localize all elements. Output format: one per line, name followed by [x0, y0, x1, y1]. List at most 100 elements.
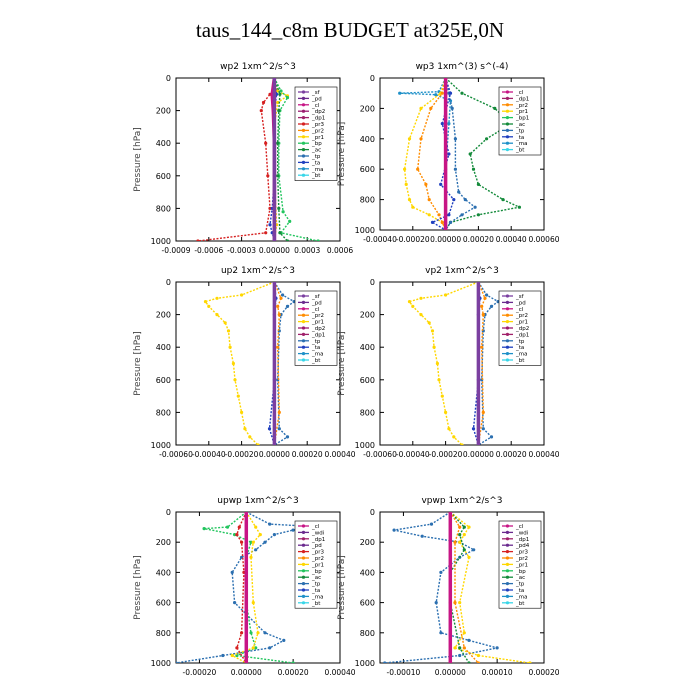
legend-label-ta: _ta — [515, 135, 524, 141]
legend-marker-ac — [505, 122, 510, 126]
series-point-pr1 — [240, 410, 244, 414]
series-point-sf — [476, 282, 480, 284]
series-point-pr1 — [444, 410, 448, 414]
series-point-pr1 — [254, 525, 258, 529]
y-tick-label: 600 — [156, 172, 171, 181]
y-tick-label: 200 — [156, 538, 171, 547]
legend-label-tp: _tp — [311, 339, 321, 345]
series-point-pr1 — [419, 313, 423, 317]
series-group — [407, 282, 500, 445]
series-point-ta — [447, 152, 451, 156]
legend-label-ac: _ac — [515, 575, 525, 581]
legend-box — [294, 86, 338, 181]
series-line-pr1 — [449, 512, 531, 663]
series-point-ac — [493, 106, 497, 110]
x-tick-label: 0.00020 — [496, 450, 527, 459]
series-point-ta — [447, 213, 451, 217]
series-point-pr2 — [427, 198, 431, 202]
legend-label-pr3: _pr3 — [311, 122, 325, 128]
series-point-pr1 — [231, 361, 235, 366]
legend-marker-pr2 — [505, 103, 510, 107]
y-tick-label: 0 — [370, 278, 375, 287]
legend-marker-tp — [301, 339, 306, 343]
legend-label-pr1: _pr1 — [311, 135, 324, 141]
x-tick-label: -0.0009 — [162, 246, 191, 255]
series-point-cl — [448, 661, 452, 663]
legend-marker-cl — [505, 90, 510, 94]
series-point-pr1 — [207, 304, 211, 308]
y-tick-label: 600 — [360, 599, 375, 608]
series-point-pr1 — [437, 378, 441, 382]
series-group — [398, 78, 522, 230]
series-point-tp — [268, 522, 272, 526]
legend-marker-ma — [301, 352, 306, 356]
legend-marker-tp — [301, 582, 306, 586]
series-point-pr1 — [452, 435, 456, 439]
series-point-pr3 — [264, 141, 268, 145]
legend-label-sf: _sf — [311, 90, 321, 96]
series-point-ta — [452, 198, 456, 202]
legend-label-pd: _pd — [311, 543, 322, 549]
series-point-tp — [268, 646, 272, 650]
series-point-bp — [288, 219, 292, 223]
legend-label-dp2: _dp2 — [311, 326, 325, 332]
series-point-pr3 — [235, 533, 239, 537]
series-point-bp — [291, 661, 295, 663]
x-tick-label: -0.00020 — [183, 668, 217, 677]
legend-label-pr2: _pr2 — [311, 128, 324, 134]
series-point-pr3 — [261, 100, 266, 105]
y-tick-label: 600 — [156, 599, 171, 608]
y-tick-label: 1000 — [355, 226, 375, 235]
series-point-pr1 — [249, 555, 253, 559]
legend-label-dp1: _dp1 — [311, 116, 325, 122]
legend-label-ac: _ac — [311, 575, 321, 581]
legend-label-pr1: _pr1 — [515, 562, 528, 568]
legend-marker-pr2 — [505, 313, 510, 317]
y-tick-label: 600 — [156, 376, 171, 385]
x-tick-label: -0.0006 — [194, 246, 223, 255]
legend-marker-cl — [301, 307, 306, 311]
legend-label-cl: _cl — [515, 307, 524, 313]
legend-label-pr1: _pr1 — [311, 320, 324, 326]
legend-label-sf: _sf — [311, 294, 321, 300]
series-line-tp — [477, 282, 499, 445]
series-point-pr3 — [240, 631, 244, 635]
series-point-pr1 — [462, 533, 466, 537]
panel-6: vpwp 1xm^2/s^3 Pressure [hPa] 0 200 400 600 80… — [337, 496, 560, 677]
series-line-pr1 — [231, 512, 261, 663]
panel-title: upwp 1xm^2/s^3 — [217, 496, 298, 506]
series-group — [383, 512, 532, 663]
legend-marker-dp2 — [301, 326, 306, 330]
legend-label-dp2: _dp2 — [311, 109, 325, 115]
legend-label-tp: _tp — [311, 582, 321, 588]
legend-marker-bt — [505, 358, 510, 362]
series-point-tp — [473, 205, 477, 209]
y-tick-label: 800 — [360, 196, 375, 205]
panel-title: wp3 1xm^(3) s^(-4) — [416, 62, 509, 72]
series-point-bp — [202, 527, 206, 531]
panel-title: vpwp 1xm^2/s^3 — [421, 496, 502, 506]
series-point-tp — [263, 631, 267, 635]
series-point-pr1 — [251, 601, 255, 605]
series-point-pr3 — [264, 231, 268, 235]
y-axis-label: Pressure [hPa] — [133, 555, 143, 620]
legend-marker-bt — [505, 601, 510, 605]
series-point-bp — [279, 89, 283, 93]
series-point-tp — [291, 528, 295, 532]
legend-label-wdi: _wdi — [311, 530, 325, 536]
panel-3: up2 1xm^2/s^3 Pressure [hPa] 0 200 400 600 800… — [133, 266, 356, 459]
series-point-sf — [272, 282, 276, 284]
legend-label-pr1: _pr1 — [515, 109, 528, 115]
series-point-ac — [276, 141, 280, 145]
legend-label-dp1: _dp1 — [515, 332, 529, 338]
series-point-pr1 — [228, 345, 232, 349]
legend-label-ma: _ma — [515, 141, 527, 147]
legend-marker-ta — [301, 588, 306, 592]
series-point-pr2 — [276, 345, 280, 349]
x-tick-label: -0.00020 — [396, 235, 430, 244]
series-line-pr1 — [408, 282, 479, 445]
series-line-pr2 — [449, 512, 479, 663]
y-tick-label: 200 — [360, 311, 375, 320]
legend-marker-tp — [505, 339, 510, 343]
x-tick-label: -0.00040 — [363, 235, 397, 244]
